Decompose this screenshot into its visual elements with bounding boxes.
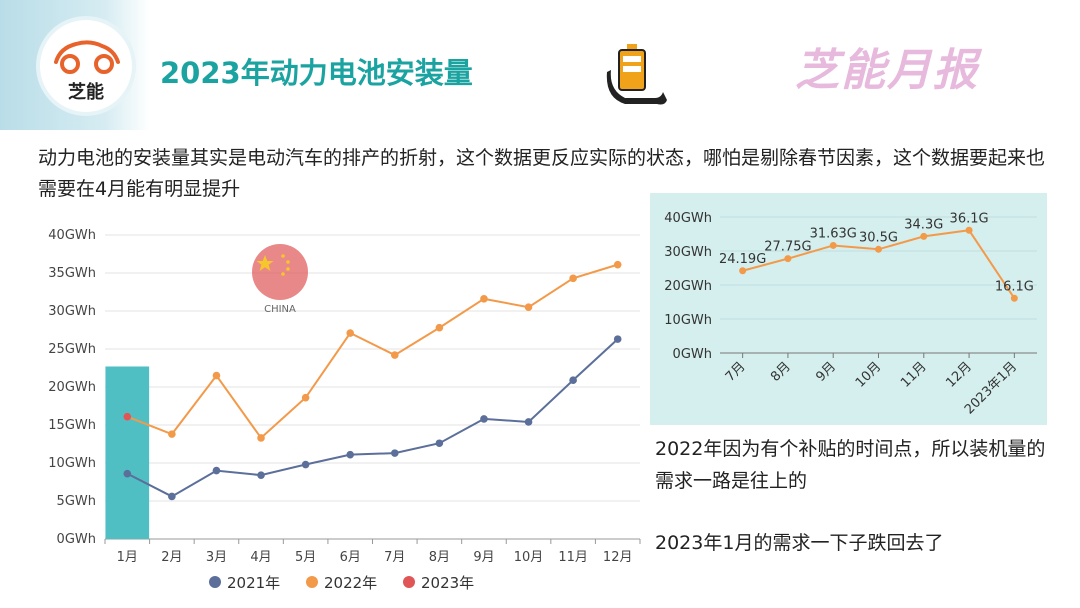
legend-label: 2021年 — [227, 574, 280, 592]
y-tick-label: 10GWh — [664, 313, 712, 328]
y-tick-label: 0GWh — [673, 347, 712, 362]
page-title: 2023年动力电池安装量 — [160, 56, 473, 90]
x-tick-label: 8月 — [429, 550, 450, 565]
legend-marker — [306, 576, 318, 588]
data-point — [524, 303, 533, 311]
main-y-axis: 0GWh 5GWh 10GWh 15GWh 20GWh 25GWh 30GWh 35GWh 40… — [48, 228, 96, 547]
data-point — [390, 351, 399, 359]
data-point — [301, 393, 310, 402]
data-point — [435, 323, 444, 332]
x-tick-label: 1月 — [117, 550, 138, 565]
y-tick-label: 30GWh — [664, 245, 712, 260]
y-tick-label: 25GWh — [48, 342, 96, 357]
data-point — [569, 376, 577, 384]
inset-y-axis: 0GWh 10GWh 20GWh 30GWh 40GWh — [664, 211, 712, 362]
x-tick-label: 2月 — [161, 550, 182, 565]
y-tick-label: 40GWh — [664, 211, 712, 226]
data-label: 27.75G — [764, 240, 811, 255]
x-tick-label: 11月 — [558, 550, 588, 565]
data-point — [435, 439, 444, 448]
x-tick-label: 4月 — [250, 550, 271, 565]
car-logo-icon — [54, 40, 120, 74]
x-tick-label: 12月 — [603, 550, 633, 565]
description-text: 动力电池的安装量其实是电动汽车的排产的折射，这个数据更反应实际的状态，哪怕是剔除… — [38, 147, 1046, 200]
main-grid — [105, 234, 640, 540]
data-point — [480, 415, 488, 423]
legend-marker — [209, 576, 221, 588]
x-tick-label: 7月 — [384, 550, 405, 565]
y-tick-label: 40GWh — [48, 228, 96, 243]
data-point — [346, 450, 355, 459]
data-point — [123, 469, 132, 478]
x-tick-label: 6月 — [340, 550, 361, 565]
main-x-axis: 1月 2月 3月 4月 5月 6月 7月 8月 9月 10月 11月 12月 — [104, 539, 641, 565]
main-series-lines — [123, 260, 622, 501]
x-tick-label: 5月 — [295, 550, 316, 565]
brand-logo: 芝能月报 — [795, 45, 979, 96]
data-point — [613, 260, 622, 269]
y-tick-label: 5GWh — [57, 494, 96, 509]
data-point — [390, 449, 399, 457]
data-label: 30.5G — [859, 230, 898, 245]
data-point — [212, 371, 221, 380]
data-point — [920, 232, 928, 240]
data-point — [613, 335, 622, 343]
legend-label: 2022年 — [324, 574, 377, 592]
china-flag-badge: CHINA — [252, 244, 308, 315]
y-tick-label: 10GWh — [48, 456, 96, 471]
main-line-chart: 0GWh 5GWh 10GWh 15GWh 20GWh 25GWh 30GWh 35GWh 40… — [48, 228, 641, 592]
data-point — [569, 274, 577, 283]
china-label: CHINA — [264, 304, 296, 315]
inset-panel-bg — [650, 193, 1047, 425]
y-tick-label: 20GWh — [664, 279, 712, 294]
logo-text: 芝能 — [68, 82, 104, 103]
data-point — [875, 245, 882, 253]
x-tick-label: 3月 — [206, 550, 227, 565]
x-tick-label: 9月 — [473, 550, 494, 565]
data-point — [168, 430, 176, 438]
flag-star-icon — [256, 255, 274, 271]
data-point — [1010, 294, 1018, 302]
legend-label: 2023年 — [421, 574, 474, 592]
y-tick-label: 0GWh — [57, 532, 96, 547]
china-flag-icon — [252, 244, 308, 300]
series-line-2022年 — [126, 263, 619, 440]
data-point — [784, 255, 792, 263]
data-point — [257, 471, 265, 479]
data-point — [123, 412, 132, 421]
highlight-bar-2023-1 — [105, 366, 150, 539]
data-point — [257, 434, 265, 442]
note-2022: 2022年因为有个补贴的时间点，所以装机量的需求一路是往上的 — [655, 438, 1046, 492]
note-2023: 2023年1月的需求一下子跌回去了 — [655, 532, 944, 554]
battery-wrench-icon — [606, 44, 667, 105]
y-tick-label: 15GWh — [48, 418, 96, 433]
inset-line-chart: 0GWh 10GWh 20GWh 30GWh 40GWh 24.19G27.75G31.… — [650, 193, 1047, 425]
main-legend: 2021年 2022年 2023年 — [209, 574, 474, 592]
data-label: 31.63G — [810, 226, 857, 241]
data-label: 24.19G — [719, 252, 766, 267]
x-tick-label: 10月 — [514, 550, 544, 565]
data-point — [212, 466, 221, 475]
data-point — [168, 492, 176, 501]
data-point — [829, 241, 837, 249]
data-point — [301, 460, 310, 469]
series-line-2021年 — [126, 338, 619, 498]
data-point — [739, 267, 747, 275]
logo: 芝能 — [40, 20, 132, 112]
data-point — [524, 418, 533, 426]
data-label: 16.1G — [995, 279, 1034, 294]
data-label: 34.3G — [904, 217, 943, 232]
data-point — [346, 329, 355, 337]
data-point — [480, 295, 488, 303]
y-tick-label: 30GWh — [48, 304, 96, 319]
data-label: 36.1G — [950, 211, 989, 226]
data-point — [965, 226, 973, 234]
legend-marker — [403, 576, 415, 588]
y-tick-label: 35GWh — [48, 266, 96, 281]
y-tick-label: 20GWh — [48, 380, 96, 395]
